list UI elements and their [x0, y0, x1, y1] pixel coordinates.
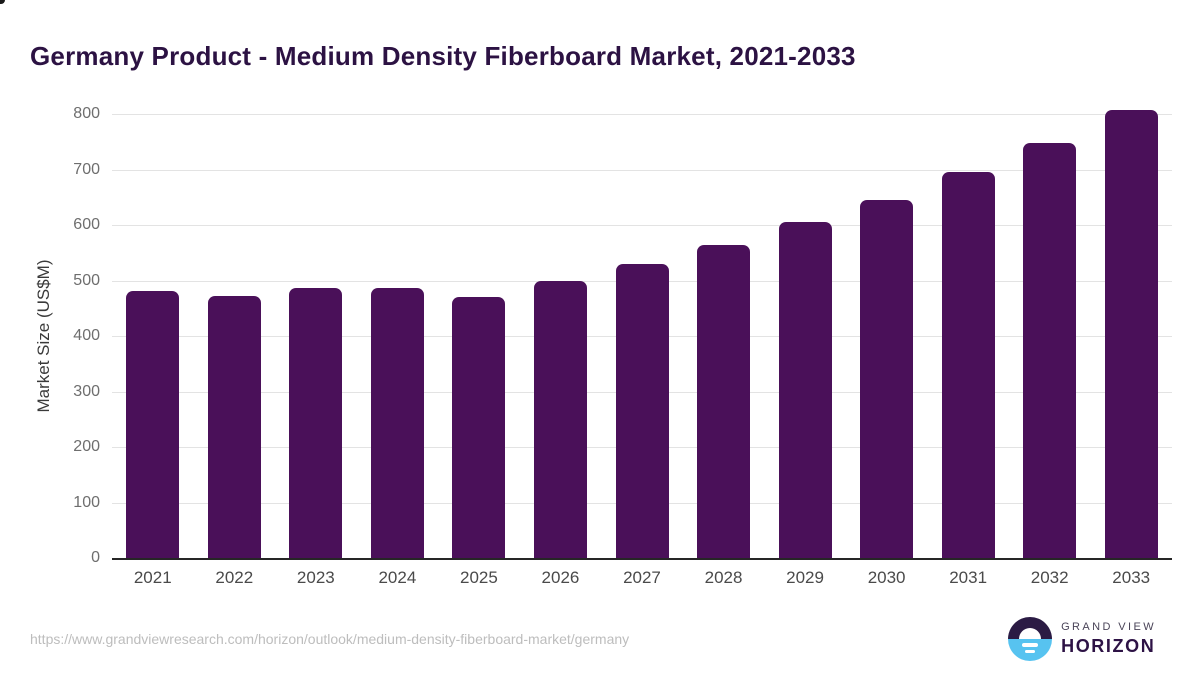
logo-sun-shape	[1019, 628, 1042, 639]
grand-view-horizon-logo: GRAND VIEW HORIZON	[1008, 617, 1156, 661]
y-tick-label-600: 600	[73, 216, 100, 233]
logo-horizon-label: HORIZON	[1061, 636, 1156, 656]
bar-2021	[126, 291, 180, 558]
x-tick-label-2030: 2030	[867, 568, 906, 587]
horizon-sunrise-icon	[1008, 617, 1053, 661]
bar-2028	[697, 244, 751, 558]
source-url: https://www.grandviewresearch.com/horizo…	[30, 631, 630, 647]
y-tick-label-300: 300	[73, 382, 100, 400]
x-tick-label-2031: 2031	[949, 568, 988, 587]
bar-2025	[452, 296, 506, 558]
x-tick-label-2026: 2026	[541, 568, 580, 587]
bar-2022	[207, 296, 261, 558]
x-tick-label-2033: 2033	[1112, 568, 1151, 587]
x-tick-label-2032: 2032	[1030, 568, 1069, 587]
logo-grand-view-label: GRAND VIEW	[1061, 621, 1156, 633]
bar-2027	[615, 263, 669, 558]
bar-2032	[1023, 142, 1077, 558]
y-tick-label-700: 700	[73, 160, 100, 178]
logo-reflection-line-2	[1025, 649, 1036, 653]
y-tick-label-800: 800	[73, 105, 100, 122]
x-tick-label-2025: 2025	[459, 568, 498, 587]
x-tick-label-2024: 2024	[378, 568, 417, 587]
y-tick-label-100: 100	[73, 493, 100, 511]
logo-reflection-line-1	[1022, 643, 1039, 647]
screen-corner-artifact	[0, 0, 5, 4]
y-tick-label-500: 500	[73, 271, 100, 289]
bar-2030	[860, 200, 914, 558]
y-tick-label-0: 0	[91, 549, 100, 566]
bar-2023	[289, 287, 343, 558]
x-tick-label-2029: 2029	[786, 568, 824, 587]
bar-2031	[941, 172, 995, 558]
x-tick-label-2022: 2022	[215, 568, 254, 587]
bar-2033	[1104, 109, 1158, 558]
x-tick-label-2021: 2021	[133, 568, 172, 587]
bar-2024	[370, 288, 424, 558]
gridline-700	[112, 169, 1172, 171]
y-tick-label-400: 400	[73, 327, 100, 344]
gridline-800	[112, 114, 1172, 115]
gridline-600	[112, 225, 1172, 226]
x-tick-label-2027: 2027	[623, 568, 661, 587]
bar-2026	[533, 280, 587, 558]
x-tick-label-2028: 2028	[704, 568, 743, 587]
logo-text: GRAND VIEW HORIZON	[1061, 621, 1156, 657]
bar-2029	[778, 222, 832, 558]
chart-title: Germany Product - Medium Density Fiberbo…	[30, 41, 856, 72]
y-tick-label-200: 200	[73, 438, 100, 455]
plot-area	[112, 109, 1172, 560]
x-tick-label-2023: 2023	[296, 568, 335, 587]
